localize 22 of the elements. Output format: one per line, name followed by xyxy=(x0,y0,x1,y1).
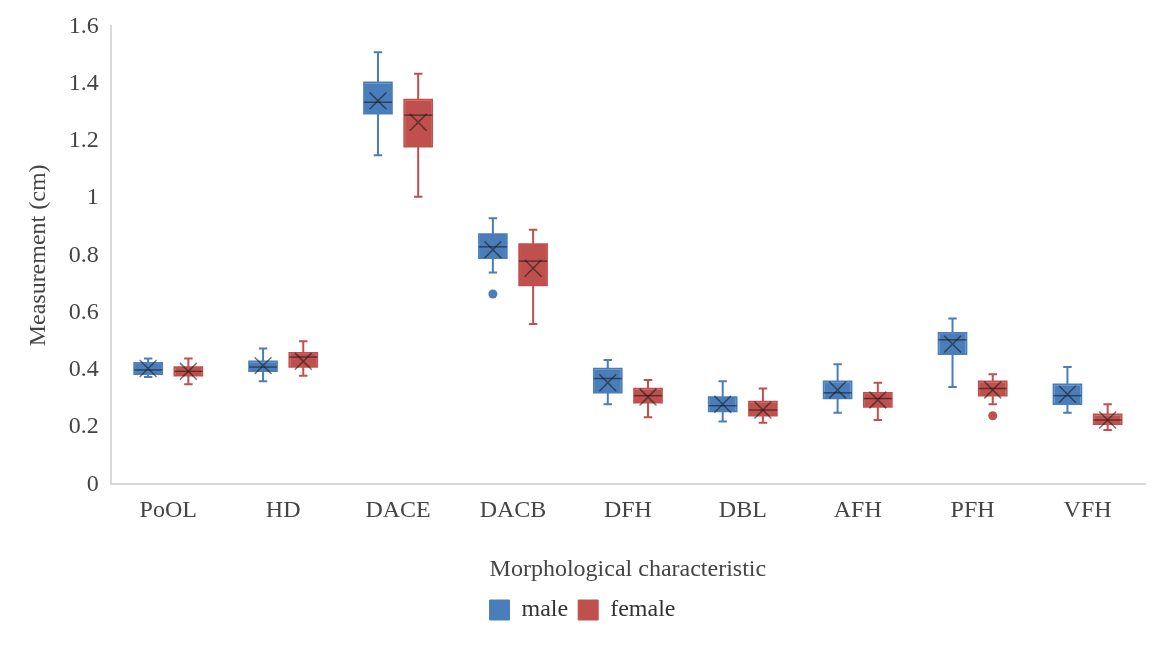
x-tick-label: HD xyxy=(265,496,301,523)
x-tick-label: DBL xyxy=(718,496,767,523)
y-tick-label: 0.6 xyxy=(68,297,99,324)
y-tick-label: 0 xyxy=(86,469,99,496)
x-tick-label: AFH xyxy=(833,496,882,523)
y-tick-label: 0.4 xyxy=(68,355,99,382)
x-tick-label: PoOL xyxy=(139,496,197,523)
legend-label: female xyxy=(610,595,676,622)
y-tick-label: 1 xyxy=(86,183,99,210)
x-tick-label: DACB xyxy=(479,496,547,523)
y-tick-label: 0.8 xyxy=(68,240,99,267)
x-tick-label: VFH xyxy=(1063,496,1112,523)
x-tick-label: DACE xyxy=(365,496,431,523)
x-tick-label: PFH xyxy=(950,496,995,523)
y-tick-label: 1.4 xyxy=(68,68,99,95)
y-tick-label: 0.2 xyxy=(68,412,99,439)
x-axis-title: Morphological characteristic xyxy=(489,554,767,581)
y-tick-label: 1.2 xyxy=(68,126,99,153)
x-tick-label: DFH xyxy=(603,496,652,523)
legend-label: male xyxy=(521,595,569,622)
y-axis-title: Measurement (cm) xyxy=(23,164,50,347)
y-tick-label: 1.6 xyxy=(68,11,99,38)
